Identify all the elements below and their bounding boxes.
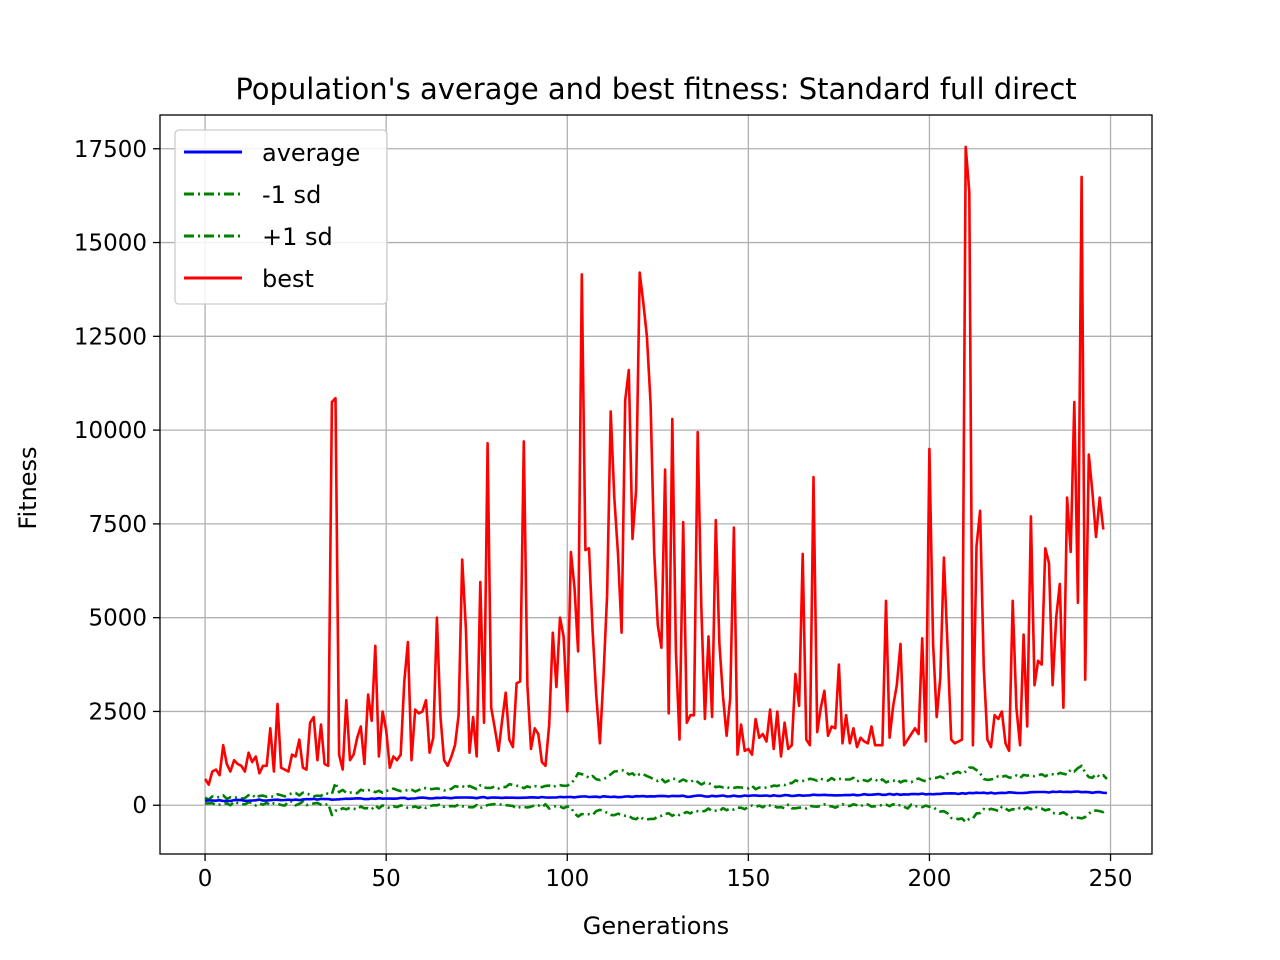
legend: average -1 sd +1 sd best [174, 129, 388, 305]
chart-title: Population's average and best fitness: S… [235, 72, 1076, 106]
legend-box [174, 129, 388, 305]
legend-label-average: average [262, 139, 360, 167]
y-tick-label: 5000 [88, 606, 147, 632]
x-tick-label: 100 [545, 866, 589, 892]
x-axis-label: Generations [583, 912, 729, 940]
y-tick-label: 2500 [88, 699, 147, 725]
series-lines [204, 145, 1108, 824]
x-tick-label: 150 [726, 866, 770, 892]
series-line-average [204, 790, 1107, 803]
y-tick-label: 0 [132, 793, 147, 819]
grid-lines [160, 115, 1152, 854]
y-tick-label: 12500 [74, 324, 147, 350]
legend-label-best: best [262, 265, 314, 293]
x-tick-label: 200 [907, 866, 951, 892]
y-axis-label: Fitness [14, 446, 42, 529]
x-tick-label: 250 [1089, 866, 1133, 892]
plot-frame [159, 114, 1153, 855]
legend-label-minus-sd: -1 sd [262, 181, 321, 209]
x-tick-label: 50 [372, 866, 401, 892]
y-tick-label: 7500 [88, 512, 147, 538]
series-line-plus1sd [204, 764, 1108, 801]
series-line-minus1sd [205, 800, 1108, 824]
axis-ticks: 0 50 100 150 200 2500250050007500100001250015… [74, 137, 1133, 892]
legend-label-plus-sd: +1 sd [262, 223, 333, 251]
series-line-best [204, 145, 1105, 786]
x-tick-label: 0 [198, 866, 213, 892]
y-tick-label: 15000 [74, 231, 147, 257]
y-tick-label: 10000 [74, 418, 147, 444]
y-tick-label: 17500 [74, 137, 147, 163]
